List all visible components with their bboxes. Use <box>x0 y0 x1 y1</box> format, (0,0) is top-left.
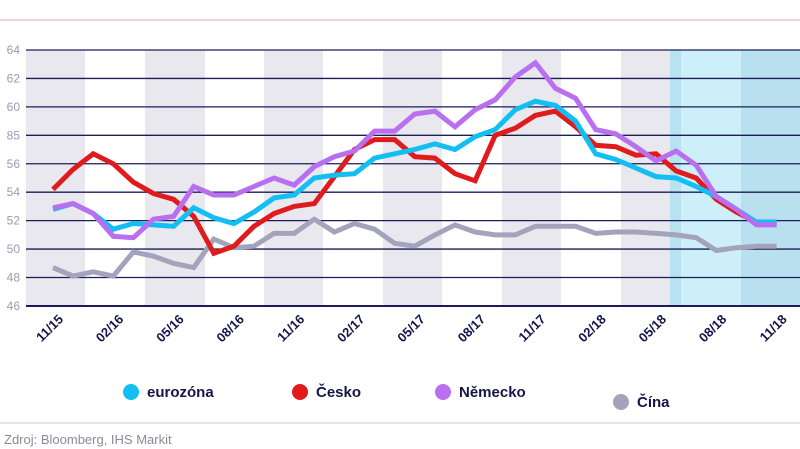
source-note: Zdroj: Bloomberg, IHS Markit <box>4 432 172 447</box>
y-tick-label: 64 <box>7 43 21 57</box>
legend-marker <box>123 384 139 400</box>
series-line-Německo <box>52 59 777 241</box>
series-line-Česko <box>51 108 777 257</box>
x-tick-label: 05/18 <box>636 311 670 345</box>
y-tick-label: 54 <box>7 185 21 199</box>
legend-item: eurozóna <box>123 384 214 401</box>
y-tick-label: 56 <box>7 157 21 171</box>
x-tick-label: 11/18 <box>757 311 790 344</box>
x-tick-label: 11/15 <box>33 311 66 344</box>
x-tick-label: 08/16 <box>213 311 247 345</box>
legend-label: Česko <box>316 383 361 401</box>
background-bands <box>26 50 800 306</box>
y-tick-label: 48 <box>7 271 21 285</box>
y-axis: 46 48 50 52 54 56 85 60 62 64 <box>7 43 21 313</box>
legend-marker <box>292 384 308 400</box>
y-tick-label: 85 <box>7 128 21 142</box>
x-axis: 11/15 02/16 05/16 08/16 11/16 02/17 05/17 08/17… <box>33 311 790 345</box>
legend-marker <box>435 384 451 400</box>
legend-label: eurozóna <box>147 384 214 401</box>
y-tick-label: 52 <box>7 214 21 228</box>
gridlines <box>26 49 800 307</box>
legend: eurozóna Česko Německo Čína <box>123 383 670 411</box>
series-lines <box>51 59 777 279</box>
series-line-Čína <box>52 216 777 279</box>
x-tick-label: 11/17 <box>515 311 548 344</box>
series-line-eurozóna <box>52 98 777 232</box>
y-tick-label: 60 <box>7 100 21 114</box>
legend-label: Německo <box>459 384 526 401</box>
y-tick-label: 50 <box>7 242 21 256</box>
x-tick-label: 05/16 <box>153 311 187 345</box>
legend-item: Německo <box>435 384 526 401</box>
legend-label: Čína <box>637 393 670 411</box>
legend-item: Čína <box>613 393 670 411</box>
background-band <box>383 50 442 306</box>
x-tick-label: 02/16 <box>93 311 127 345</box>
x-tick-label: 02/18 <box>575 311 609 345</box>
x-tick-label: 11/16 <box>274 311 307 344</box>
y-tick-label: 46 <box>7 299 21 313</box>
background-band <box>502 50 561 306</box>
x-tick-label: 05/17 <box>394 311 428 345</box>
y-tick-label: 62 <box>7 71 21 85</box>
legend-marker <box>613 394 629 410</box>
x-tick-label: 02/17 <box>334 311 368 345</box>
x-tick-label: 08/18 <box>696 311 730 345</box>
background-band <box>26 50 85 306</box>
x-tick-label: 08/17 <box>455 311 489 345</box>
background-band <box>741 50 800 306</box>
legend-item: Česko <box>292 383 361 401</box>
